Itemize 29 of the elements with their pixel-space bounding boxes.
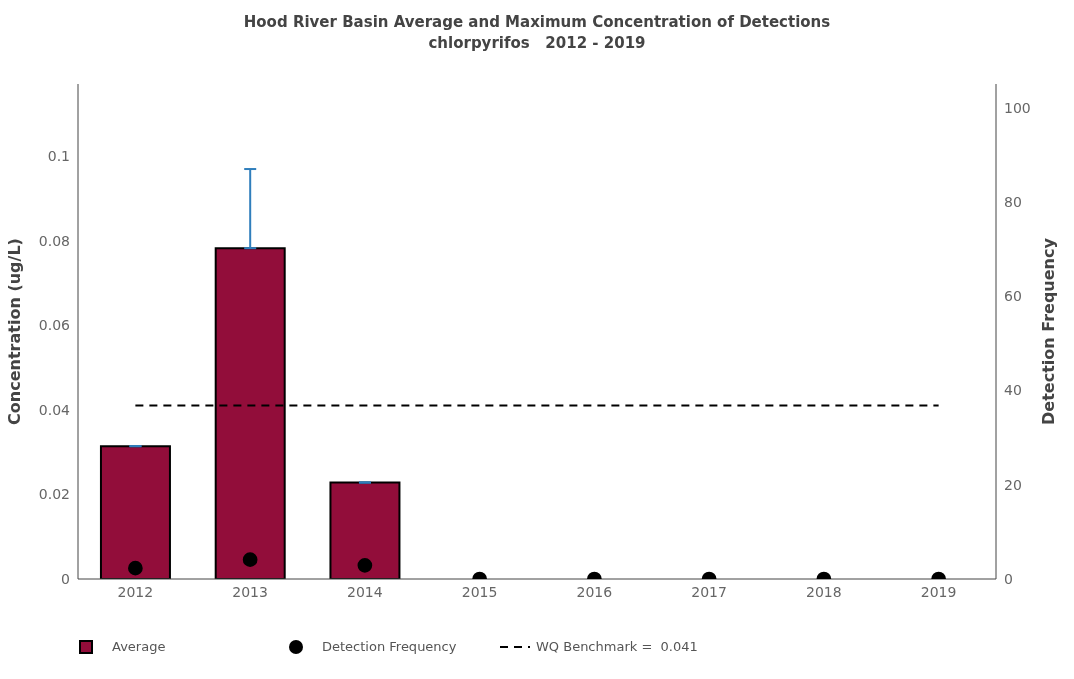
y2-tick-label: 20 — [1004, 476, 1022, 493]
y2-axis-title: Detection Frequency — [1038, 237, 1058, 425]
y-tick-label: 0.02 — [38, 486, 70, 503]
chart-subtitle: chlorpyrifos 2012 - 2019 — [427, 33, 647, 54]
y-tick-label: 0.08 — [38, 232, 70, 249]
y2-tick-label: 100 — [1004, 99, 1031, 116]
bar — [99, 445, 171, 579]
y-tick-label: 0 — [61, 570, 70, 587]
x-tick-label: 2015 — [461, 583, 498, 600]
y2-tick-label: 80 — [1004, 193, 1022, 210]
y2-tick-label: 0 — [1004, 570, 1013, 587]
x-tick-label: 2017 — [691, 583, 727, 600]
x-tick-label: 2012 — [117, 583, 154, 600]
chart-title: Hood River Basin Average and Maximum Concentration of Detections — [242, 12, 832, 33]
x-tick-label: 2013 — [232, 583, 268, 600]
legend-label: WQ Benchmark = 0.041 — [536, 639, 698, 654]
y-axis-title: Concentration (ug/L) — [4, 238, 24, 425]
y-tick-label: 0.04 — [38, 401, 71, 418]
x-tick-label: 2019 — [920, 583, 957, 600]
y-tick-label: 0.1 — [47, 147, 70, 164]
legend-label: Average — [112, 639, 166, 654]
x-tick-label: 2018 — [806, 583, 842, 600]
y-tick-label: 0.06 — [38, 317, 71, 334]
bar — [329, 481, 401, 579]
y2-tick-label: 60 — [1004, 288, 1022, 305]
x-tick-label: 2016 — [576, 583, 613, 600]
y2-tick-label: 40 — [1004, 382, 1022, 399]
x-tick-label: 2014 — [347, 583, 383, 600]
legend-label: Detection Frequency — [322, 639, 457, 654]
